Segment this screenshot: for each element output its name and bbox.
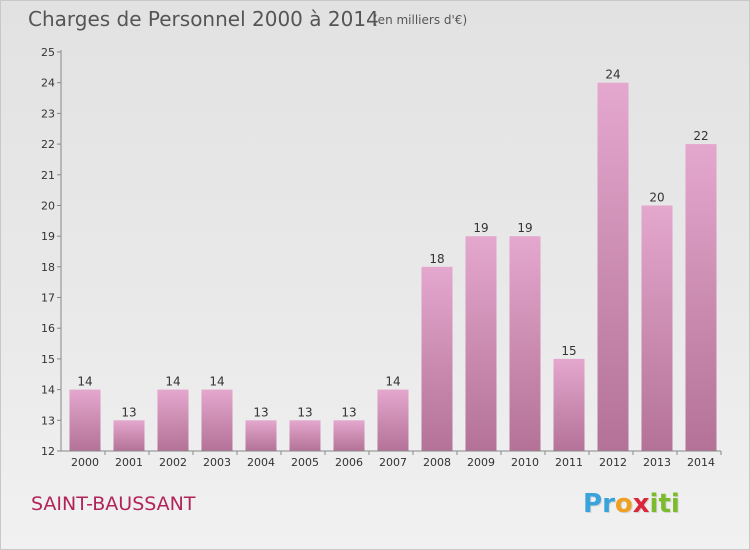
bar-2011: [553, 358, 585, 451]
x-tick-label-2011: 2011: [555, 456, 583, 469]
bar-2010: [509, 236, 541, 451]
x-tick-label-2014: 2014: [687, 456, 715, 469]
value-label-2002: 14: [165, 375, 180, 389]
y-tick-label-21: 21: [41, 169, 55, 182]
x-tick-label-2007: 2007: [379, 456, 407, 469]
value-label-2012: 24: [605, 68, 620, 82]
value-label-2005: 13: [297, 405, 312, 419]
y-tick-label-14: 14: [41, 384, 55, 397]
x-tick-label-2010: 2010: [511, 456, 539, 469]
x-tick-label-2009: 2009: [467, 456, 495, 469]
x-tick-label-2008: 2008: [423, 456, 451, 469]
bar-2013: [641, 205, 673, 451]
bar-2007: [377, 389, 409, 451]
value-label-2003: 14: [209, 375, 224, 389]
value-label-2007: 14: [385, 375, 400, 389]
value-label-2004: 13: [253, 405, 268, 419]
x-tick-label-2001: 2001: [115, 456, 143, 469]
y-tick-label-13: 13: [41, 414, 55, 427]
x-tick-label-2002: 2002: [159, 456, 187, 469]
y-tick-label-22: 22: [41, 138, 55, 151]
bar-2014: [685, 144, 717, 451]
logo-letter: x: [632, 489, 650, 519]
logo-letter: i: [649, 489, 659, 519]
bar-2003: [201, 389, 233, 451]
value-label-2006: 13: [341, 405, 356, 419]
y-tick-label-15: 15: [41, 353, 55, 366]
value-label-2009: 19: [473, 221, 488, 235]
logo-letter: r: [602, 489, 615, 519]
logo-letter: t: [658, 489, 671, 519]
y-tick-label-12: 12: [41, 445, 55, 458]
x-tick-label-2004: 2004: [247, 456, 275, 469]
y-tick-label-24: 24: [41, 77, 55, 90]
logo-letter: P: [583, 489, 603, 519]
value-label-2010: 19: [517, 221, 532, 235]
x-tick-label-2000: 2000: [71, 456, 99, 469]
value-label-2001: 13: [121, 405, 136, 419]
proxiti-logo: Proxiti: [583, 489, 680, 519]
logo-letter: i: [670, 489, 680, 519]
chart-subtitle: (en milliers d'€): [373, 13, 468, 27]
y-tick-label-17: 17: [41, 292, 55, 305]
chart-title: Charges de Personnel 2000 à 2014: [28, 7, 379, 31]
value-label-2011: 15: [561, 344, 576, 358]
value-label-2013: 20: [649, 191, 664, 205]
bar-2009: [465, 236, 497, 451]
value-label-2008: 18: [429, 252, 444, 266]
x-tick-label-2012: 2012: [599, 456, 627, 469]
logo-letter: o: [614, 489, 633, 519]
x-tick-label-2005: 2005: [291, 456, 319, 469]
y-tick-label-23: 23: [41, 107, 55, 120]
y-tick-label-20: 20: [41, 200, 55, 213]
y-tick-label-18: 18: [41, 261, 55, 274]
value-label-2000: 14: [77, 375, 92, 389]
bar-2000: [69, 389, 101, 451]
x-tick-label-2006: 2006: [335, 456, 363, 469]
place-name: SAINT-BAUSSANT: [31, 493, 196, 515]
x-tick-label-2003: 2003: [203, 456, 231, 469]
bar-2012: [597, 82, 629, 451]
y-tick-label-25: 25: [41, 46, 55, 59]
y-tick-label-19: 19: [41, 230, 55, 243]
bar-2005: [289, 420, 321, 451]
bar-2002: [157, 389, 189, 451]
bar-2001: [113, 420, 145, 451]
value-label-2014: 22: [693, 129, 708, 143]
y-tick-label-16: 16: [41, 322, 55, 335]
bar-2006: [333, 420, 365, 451]
x-tick-label-2013: 2013: [643, 456, 671, 469]
bar-2004: [245, 420, 277, 451]
bar-2008: [421, 266, 453, 451]
